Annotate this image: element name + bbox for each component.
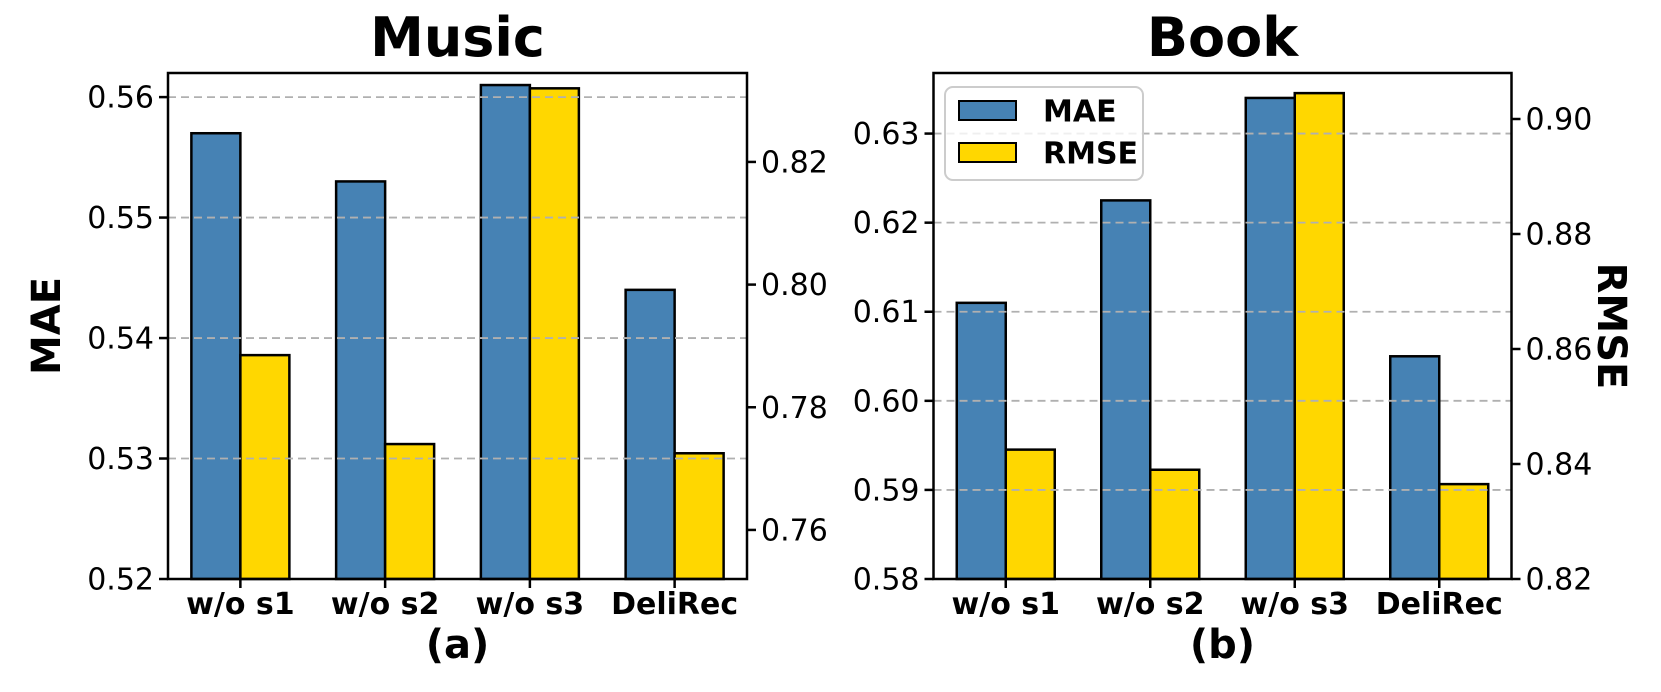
- category-label-w-o-s3: w/o s3: [476, 587, 584, 622]
- chart-title-music: Music: [370, 6, 545, 69]
- plot-frame: [932, 71, 1513, 581]
- right-tick-label-0.82: 0.82: [761, 145, 828, 180]
- bar-mae-w-o-s3: [479, 83, 532, 581]
- plot-frame: [166, 71, 749, 581]
- category-label-w-o-s1: w/o s1: [952, 587, 1060, 622]
- left-tick-label-0.56: 0.56: [87, 81, 154, 116]
- right-tick-label-0.84: 0.84: [1526, 448, 1593, 483]
- legend: MAE RMSE: [944, 86, 1144, 181]
- right-tick-label-0.86: 0.86: [1526, 333, 1593, 368]
- category-label-w-o-s2: w/o s2: [331, 587, 439, 622]
- bar-mae-delirec: [624, 288, 676, 581]
- left-tick-label-0.63: 0.63: [853, 117, 920, 152]
- right-tick-label-0.76: 0.76: [761, 513, 828, 548]
- bar-rmse-w-o-s1: [239, 353, 291, 581]
- bar-rmse-w-o-s1: [1004, 448, 1056, 581]
- legend-label-mae: MAE: [1043, 95, 1117, 130]
- right-tick-label-0.82: 0.82: [1526, 563, 1593, 598]
- chart-book: 0.58 0.59 0.60 0.61 0.62 0.63 0.82 0.84 0.86 0.88…: [853, 6, 1634, 668]
- bar-rmse-w-o-s2: [1149, 468, 1201, 581]
- bar-rmse-delirec: [673, 452, 725, 581]
- legend-label-rmse: RMSE: [1043, 137, 1138, 172]
- y-axis-label-left: MAE: [24, 277, 70, 375]
- chart-music: 0.52 0.53 0.54 0.55 0.56 0.76 0.78 0.80 0.82 w/o …: [24, 6, 828, 668]
- right-tick-label-0.90: 0.90: [1526, 103, 1593, 138]
- category-label-delirec: DeliRec: [1376, 587, 1503, 622]
- bar-rmse-w-o-s3: [1293, 91, 1345, 581]
- chart-title-book: Book: [1147, 6, 1299, 69]
- bar-rmse-w-o-s2: [383, 442, 436, 581]
- left-tick-label-0.54: 0.54: [87, 322, 154, 357]
- category-label-w-o-s2: w/o s2: [1096, 587, 1204, 622]
- right-tick-label-0.78: 0.78: [761, 391, 828, 426]
- left-tick-label-0.55: 0.55: [87, 201, 154, 236]
- bar-mae-w-o-s3: [1244, 96, 1296, 581]
- bar-mae-w-o-s2: [334, 180, 387, 581]
- left-tick-label-0.52: 0.52: [87, 563, 154, 598]
- y-axis-label-right: RMSE: [1588, 263, 1634, 390]
- bar-mae-w-o-s1: [955, 301, 1007, 581]
- bar-mae-w-o-s2: [1100, 199, 1152, 581]
- legend-swatch-mae: [958, 100, 1017, 121]
- legend-swatch-rmse: [958, 142, 1017, 163]
- category-label-w-o-s3: w/o s3: [1241, 587, 1349, 622]
- bar-rmse-delirec: [1438, 482, 1490, 581]
- category-label-w-o-s1: w/o s1: [186, 587, 294, 622]
- category-label-delirec: DeliRec: [611, 587, 738, 622]
- bar-rmse-w-o-s3: [528, 87, 581, 581]
- left-tick-label-0.59: 0.59: [853, 473, 920, 508]
- bar-mae-w-o-s1: [190, 131, 242, 581]
- left-tick-label-0.60: 0.60: [853, 384, 920, 419]
- chart-sublabel-music: (a): [426, 622, 490, 668]
- left-tick-label-0.62: 0.62: [853, 206, 920, 241]
- bar-mae-delirec: [1389, 355, 1441, 581]
- chart-sublabel-book: (b): [1190, 622, 1255, 668]
- right-tick-label-0.80: 0.80: [761, 268, 828, 303]
- left-tick-label-0.61: 0.61: [853, 295, 920, 330]
- right-tick-label-0.88: 0.88: [1526, 218, 1593, 253]
- left-tick-label-0.58: 0.58: [853, 563, 920, 598]
- left-tick-label-0.53: 0.53: [87, 442, 154, 477]
